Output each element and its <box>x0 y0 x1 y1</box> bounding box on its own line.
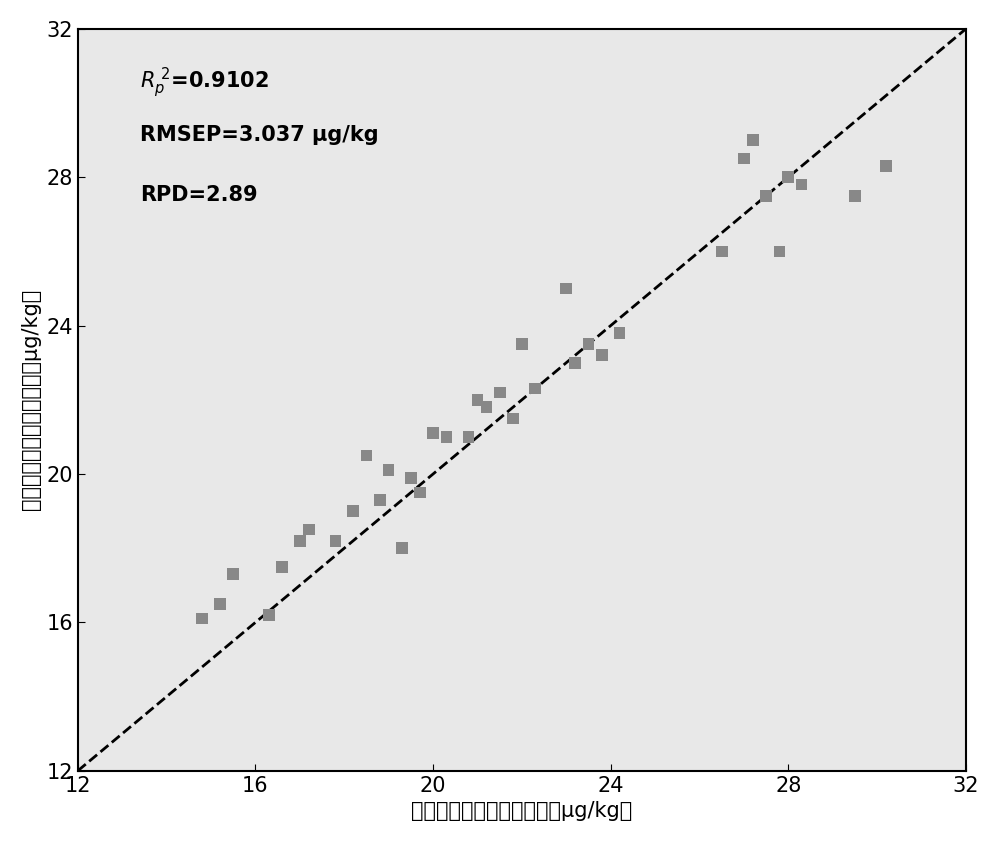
Point <box>469 393 485 407</box>
Point <box>403 471 419 484</box>
Point <box>745 133 761 147</box>
Text: $R_p^{\ 2}$=0.9102: $R_p^{\ 2}$=0.9102 <box>140 66 269 100</box>
Point <box>438 430 454 444</box>
Point <box>780 170 796 184</box>
Text: RMSEP=3.037 μg/kg: RMSEP=3.037 μg/kg <box>140 125 379 146</box>
Point <box>580 338 596 351</box>
Point <box>794 178 810 191</box>
Point <box>558 282 574 296</box>
Point <box>771 245 787 258</box>
Y-axis label: 米糾阿拉伯糖含量预测值（μg/kg）: 米糾阿拉伯糖含量预测值（μg/kg） <box>21 289 41 510</box>
Point <box>492 386 508 399</box>
Point <box>327 534 343 547</box>
Point <box>505 412 521 425</box>
Point <box>372 493 388 507</box>
Point <box>301 523 317 536</box>
Point <box>225 568 241 581</box>
Point <box>274 560 290 573</box>
Point <box>261 608 277 621</box>
Point <box>194 612 210 626</box>
Point <box>878 159 894 173</box>
Point <box>292 534 308 547</box>
Point <box>345 504 361 518</box>
Point <box>527 382 543 396</box>
Point <box>394 541 410 555</box>
Point <box>714 245 730 258</box>
Point <box>425 426 441 440</box>
Point <box>612 327 628 340</box>
Point <box>412 486 428 499</box>
Point <box>358 449 374 462</box>
X-axis label: 米糾阿拉伯糖含量真实值（μg/kg）: 米糾阿拉伯糖含量真实值（μg/kg） <box>411 802 633 821</box>
Point <box>478 401 494 414</box>
Point <box>514 338 530 351</box>
Point <box>736 152 752 165</box>
Point <box>758 189 774 202</box>
Point <box>212 597 228 610</box>
Point <box>847 189 863 202</box>
Point <box>594 349 610 362</box>
Point <box>381 464 397 477</box>
Point <box>461 430 477 444</box>
Point <box>567 356 583 370</box>
Text: RPD=2.89: RPD=2.89 <box>140 184 258 205</box>
